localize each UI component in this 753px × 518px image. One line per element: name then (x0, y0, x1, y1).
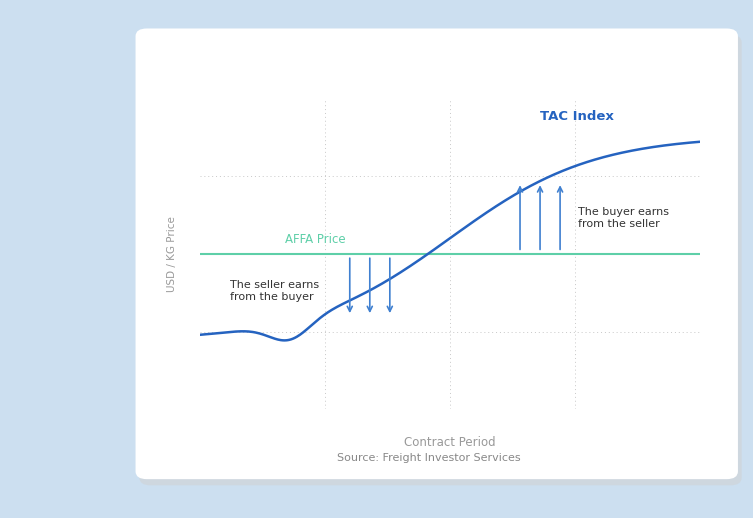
Text: The buyer earns
from the seller: The buyer earns from the seller (578, 207, 669, 229)
Text: Contract Period: Contract Period (404, 436, 496, 450)
Text: The seller earns
from the buyer: The seller earns from the buyer (230, 280, 319, 302)
Text: TAC Index: TAC Index (540, 110, 614, 123)
Text: AFFA Price: AFFA Price (285, 233, 346, 246)
Text: Source: Freight Investor Services: Source: Freight Investor Services (337, 453, 521, 464)
FancyBboxPatch shape (139, 35, 742, 485)
Text: USD / KG Price: USD / KG Price (166, 216, 177, 292)
FancyBboxPatch shape (136, 28, 738, 479)
